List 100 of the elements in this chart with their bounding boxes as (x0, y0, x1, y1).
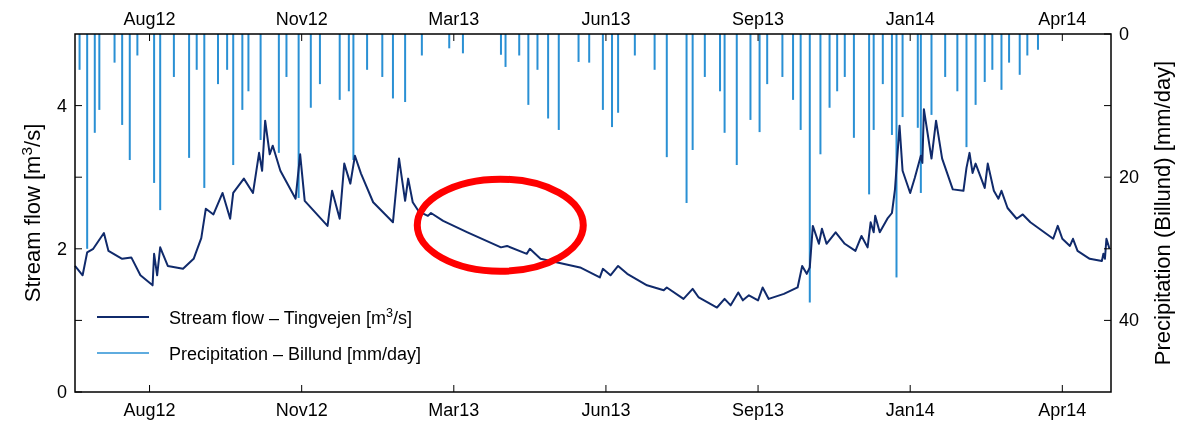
bar (557, 34, 560, 130)
y2-tick-label: 0 (1119, 24, 1130, 44)
bar (685, 34, 688, 203)
bar (247, 34, 250, 92)
bar (719, 34, 722, 92)
x-tick-label: Aug12 (123, 9, 176, 29)
bar (836, 34, 839, 92)
x2-tick-label: Apr14 (1038, 400, 1087, 420)
bar (868, 34, 871, 195)
bar (819, 34, 822, 155)
x-tick-label: Apr14 (1038, 9, 1087, 29)
bar (991, 34, 994, 70)
bar (188, 34, 191, 158)
bar (86, 34, 89, 249)
bar (226, 34, 229, 70)
bar (965, 34, 968, 148)
x2-tick-label: Sep13 (732, 400, 785, 420)
x-tick-label: Jan14 (885, 9, 935, 29)
bar (420, 34, 423, 56)
bar (98, 34, 101, 110)
x-tick-label: Nov12 (275, 9, 328, 29)
legend-label: Precipitation – Billund [mm/day] (169, 344, 422, 364)
bar (121, 34, 124, 125)
bar (881, 34, 884, 85)
bar (78, 34, 81, 70)
bar (391, 34, 394, 99)
bar (461, 34, 464, 54)
bar (352, 34, 355, 161)
bar (665, 34, 668, 158)
bar (1018, 34, 1021, 75)
legend-label: Stream flow – Tingvejen [m$^{3}$/s] (169, 306, 413, 328)
bar (448, 34, 451, 49)
x2-tick-label: Jun13 (581, 400, 631, 420)
bar (504, 34, 507, 67)
line-series (74, 108, 1111, 309)
bar (318, 34, 321, 85)
bar (781, 34, 784, 77)
bar (723, 34, 726, 133)
y-tick-label: 4 (56, 95, 67, 116)
bar (808, 34, 811, 303)
bar (577, 34, 580, 62)
bar (159, 34, 162, 211)
bar (518, 34, 521, 56)
bar (930, 34, 933, 115)
bar (653, 34, 656, 70)
bar (1026, 34, 1029, 56)
x2-tick-label: Mar13 (428, 400, 480, 420)
x-tick-label: Jun13 (581, 9, 631, 29)
bar (499, 34, 502, 55)
y2-tick-label: 40 (1119, 310, 1140, 331)
y2-axis-title: Precipitation (Billund) [mm/day] (1150, 60, 1175, 366)
bar (843, 34, 846, 77)
bar (285, 34, 288, 77)
bar (766, 34, 769, 85)
y-tick-label: 2 (56, 238, 67, 259)
bar (527, 34, 530, 105)
bar (944, 34, 947, 77)
bar (277, 34, 280, 153)
bar (792, 34, 795, 100)
x2-tick-label: Jan14 (885, 400, 935, 420)
bar (1008, 34, 1011, 63)
x-tick-label: Mar13 (428, 9, 480, 29)
bar (919, 34, 922, 193)
x2-tick-label: Nov12 (275, 400, 328, 420)
bar (901, 34, 904, 118)
bar (195, 34, 198, 70)
bar (347, 34, 350, 92)
bar (128, 34, 131, 161)
bar (691, 34, 694, 150)
bar (338, 34, 341, 100)
bar (852, 34, 855, 138)
x-tick-label: Sep13 (732, 9, 785, 29)
bar (601, 34, 604, 110)
bar (153, 34, 156, 183)
y-tick-label: 0 (56, 382, 67, 402)
bar (172, 34, 175, 77)
bar (611, 34, 614, 128)
bar (203, 34, 206, 188)
x2-tick-label: Aug12 (123, 400, 176, 420)
bar (381, 34, 384, 77)
bar (703, 34, 706, 77)
bar (536, 34, 539, 70)
bar (617, 34, 620, 113)
bar (633, 34, 636, 56)
bar (241, 34, 244, 110)
bar (890, 34, 893, 135)
bar (309, 34, 312, 108)
bar (828, 34, 831, 108)
bar (588, 34, 591, 63)
bar (547, 34, 550, 119)
y2-tick-label: 20 (1119, 167, 1140, 188)
bar (735, 34, 738, 166)
bar (113, 34, 116, 63)
bar (366, 34, 369, 70)
bar (1036, 34, 1039, 50)
bar (217, 34, 219, 85)
bar (259, 34, 262, 140)
bar (983, 34, 986, 82)
bar (872, 34, 875, 130)
bar (232, 34, 235, 166)
